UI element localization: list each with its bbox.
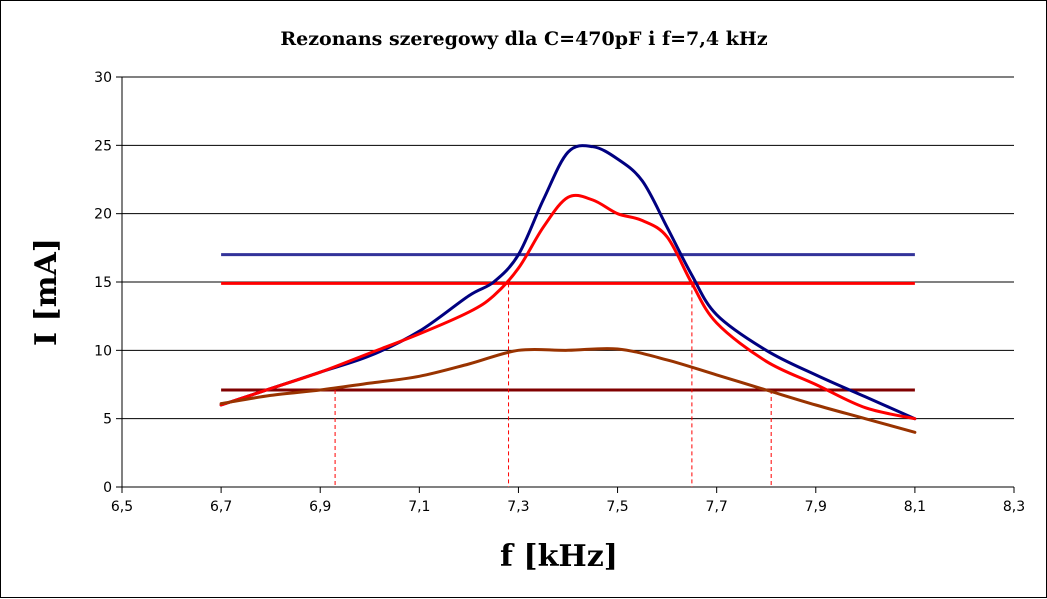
chart-title: Rezonans szeregowy dla C=470pF i f=7,4 k… bbox=[280, 28, 767, 50]
reference-lines bbox=[221, 253, 915, 392]
x-tick-label: 7,9 bbox=[805, 499, 827, 515]
series-line bbox=[219, 347, 917, 434]
axes bbox=[116, 76, 1015, 493]
y-axis-title: I [mA] bbox=[29, 238, 64, 346]
grid-lines bbox=[122, 76, 1014, 420]
x-tick-label: 8,3 bbox=[1003, 499, 1025, 515]
series-lines bbox=[219, 144, 917, 434]
x-tick-label: 7,7 bbox=[706, 499, 728, 515]
y-tick-labels: 0 5 10 15 20 25 30 bbox=[94, 70, 112, 496]
y-tick-label: 20 bbox=[94, 207, 112, 223]
y-tick-label: 10 bbox=[94, 343, 112, 359]
x-tick-label: 7,1 bbox=[408, 499, 430, 515]
y-tick-label: 5 bbox=[103, 412, 112, 428]
x-tick-label: 6,5 bbox=[111, 499, 133, 515]
series-line bbox=[219, 144, 917, 421]
y-tick-label: 30 bbox=[94, 70, 112, 86]
y-tick-label: 25 bbox=[94, 138, 112, 154]
series-line bbox=[219, 193, 917, 421]
x-tick-label: 6,9 bbox=[309, 499, 331, 515]
x-tick-label: 7,3 bbox=[507, 499, 529, 515]
y-tick-label: 15 bbox=[94, 275, 112, 291]
x-tick-labels: 6,5 6,7 6,9 7,1 7,3 7,5 7,7 7,9 8,1 8,3 bbox=[111, 499, 1025, 515]
x-tick-label: 8,1 bbox=[904, 499, 926, 515]
x-tick-label: 7,5 bbox=[606, 499, 628, 515]
x-axis-title: f [kHz] bbox=[500, 539, 618, 574]
marker-lines bbox=[334, 283, 772, 487]
x-tick-label: 6,7 bbox=[210, 499, 232, 515]
y-tick-label: 0 bbox=[103, 480, 112, 496]
